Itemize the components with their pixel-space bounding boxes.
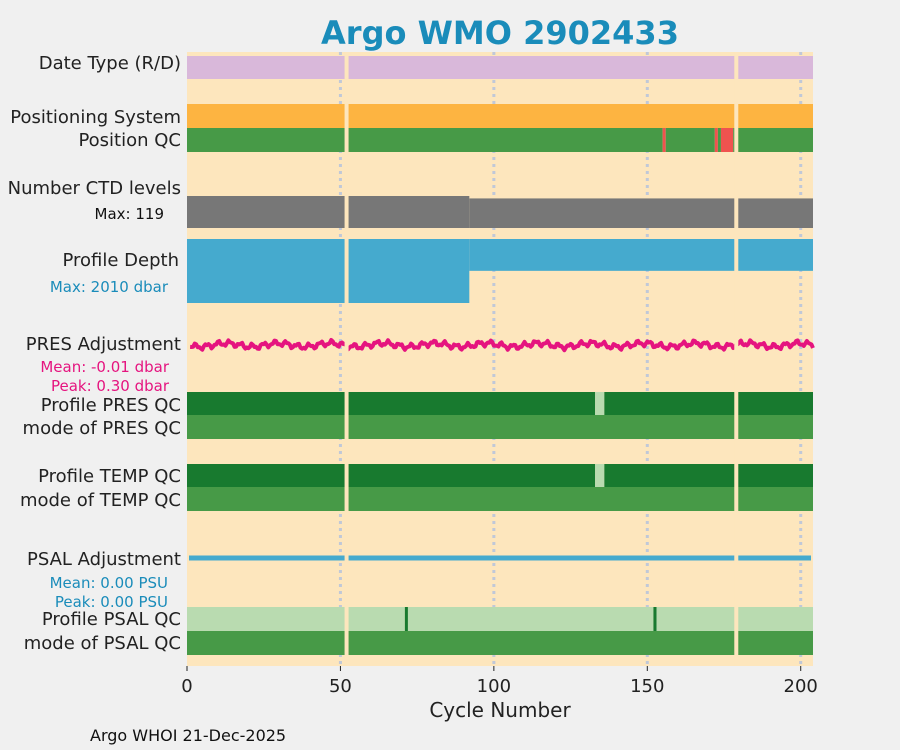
position-qc-segment-0 (187, 128, 663, 152)
profile-pres-qc-segment-0 (187, 392, 596, 415)
row-label-profile-psal-qc: Profile PSAL QC (42, 609, 181, 630)
date-type-segment-0 (187, 56, 813, 79)
row-label-positioning-system: Positioning System (10, 107, 181, 128)
chart-marks (187, 52, 815, 666)
x-tick-label-0: 0 (181, 676, 192, 697)
x-tick-label-100: 100 (477, 676, 511, 697)
pres-peak-label: Peak: 0.30 dbar (51, 377, 170, 395)
position-qc-segment-1 (662, 128, 666, 152)
row-label-ctd-levels: Number CTD levels (8, 178, 181, 199)
pres-adjustment-line (189, 338, 815, 353)
x-axis: 0 50 100 150 200 (181, 666, 818, 697)
profile-psal-qc-segment-2 (407, 607, 654, 631)
mode-pres-qc-segment-0 (187, 415, 813, 439)
profile-temp-qc-segment-2 (604, 464, 813, 487)
depth-max-label: Max: 2010 dbar (50, 278, 169, 296)
cycle-gap-179 (734, 52, 739, 666)
row-label-position-qc: Position QC (78, 130, 181, 151)
position-qc-segment-6 (733, 128, 813, 152)
ctd-levels-bar-1 (469, 198, 813, 228)
mode-psal-qc-segment-0 (187, 631, 813, 655)
profile-temp-qc-segment-0 (187, 464, 596, 487)
x-tick-label-200: 200 (784, 676, 818, 697)
position-qc-segment-3 (714, 128, 718, 152)
row-label-mode-temp-qc: mode of TEMP QC (20, 490, 181, 511)
x-axis-label: Cycle Number (429, 698, 571, 722)
plot-area (187, 52, 813, 666)
row-label-pres-adjustment: PRES Adjustment (26, 334, 181, 355)
row-label-mode-pres-qc: mode of PRES QC (23, 418, 181, 439)
profile-psal-qc-segment-3 (653, 607, 657, 631)
row-label-mode-psal-qc: mode of PSAL QC (24, 633, 181, 654)
position-qc-segment-4 (717, 128, 721, 152)
cycle-gap-52 (344, 52, 349, 666)
chart-title: Argo WMO 2902433 (321, 14, 679, 52)
x-tick-label-150: 150 (630, 676, 664, 697)
profile-pres-qc-segment-2 (604, 392, 813, 415)
psal-peak-label: Peak: 0.00 PSU (55, 593, 168, 611)
ctd-levels-bar-0 (187, 196, 470, 228)
pres-mean-label: Mean: -0.01 dbar (40, 358, 170, 376)
profile-temp-qc-segment-1 (595, 464, 605, 487)
position-qc-segment-5 (720, 128, 734, 152)
profile-psal-qc-segment-0 (187, 607, 405, 631)
x-tick-label-50: 50 (329, 676, 352, 697)
row-label-profile-pres-qc: Profile PRES QC (41, 395, 181, 416)
row-label-date-type: Date Type (R/D) (39, 53, 181, 74)
psal-mean-label: Mean: 0.00 PSU (50, 574, 168, 592)
ctd-max-label: Max: 119 (95, 205, 164, 223)
mode-temp-qc-segment-0 (187, 487, 813, 511)
row-label-profile-temp-qc: Profile TEMP QC (38, 466, 181, 487)
profile-depth-bar-1 (469, 239, 813, 271)
profile-depth-bar-0 (187, 239, 470, 303)
profile-psal-qc-segment-1 (404, 607, 408, 631)
row-label-profile-depth: Profile Depth (62, 250, 179, 271)
profile-pres-qc-segment-1 (595, 392, 605, 415)
row-label-psal-adjustment: PSAL Adjustment (27, 549, 181, 570)
positioning-system-segment-0 (187, 104, 813, 128)
position-qc-segment-2 (665, 128, 715, 152)
footer-credit: Argo WHOI 21-Dec-2025 (90, 726, 286, 745)
